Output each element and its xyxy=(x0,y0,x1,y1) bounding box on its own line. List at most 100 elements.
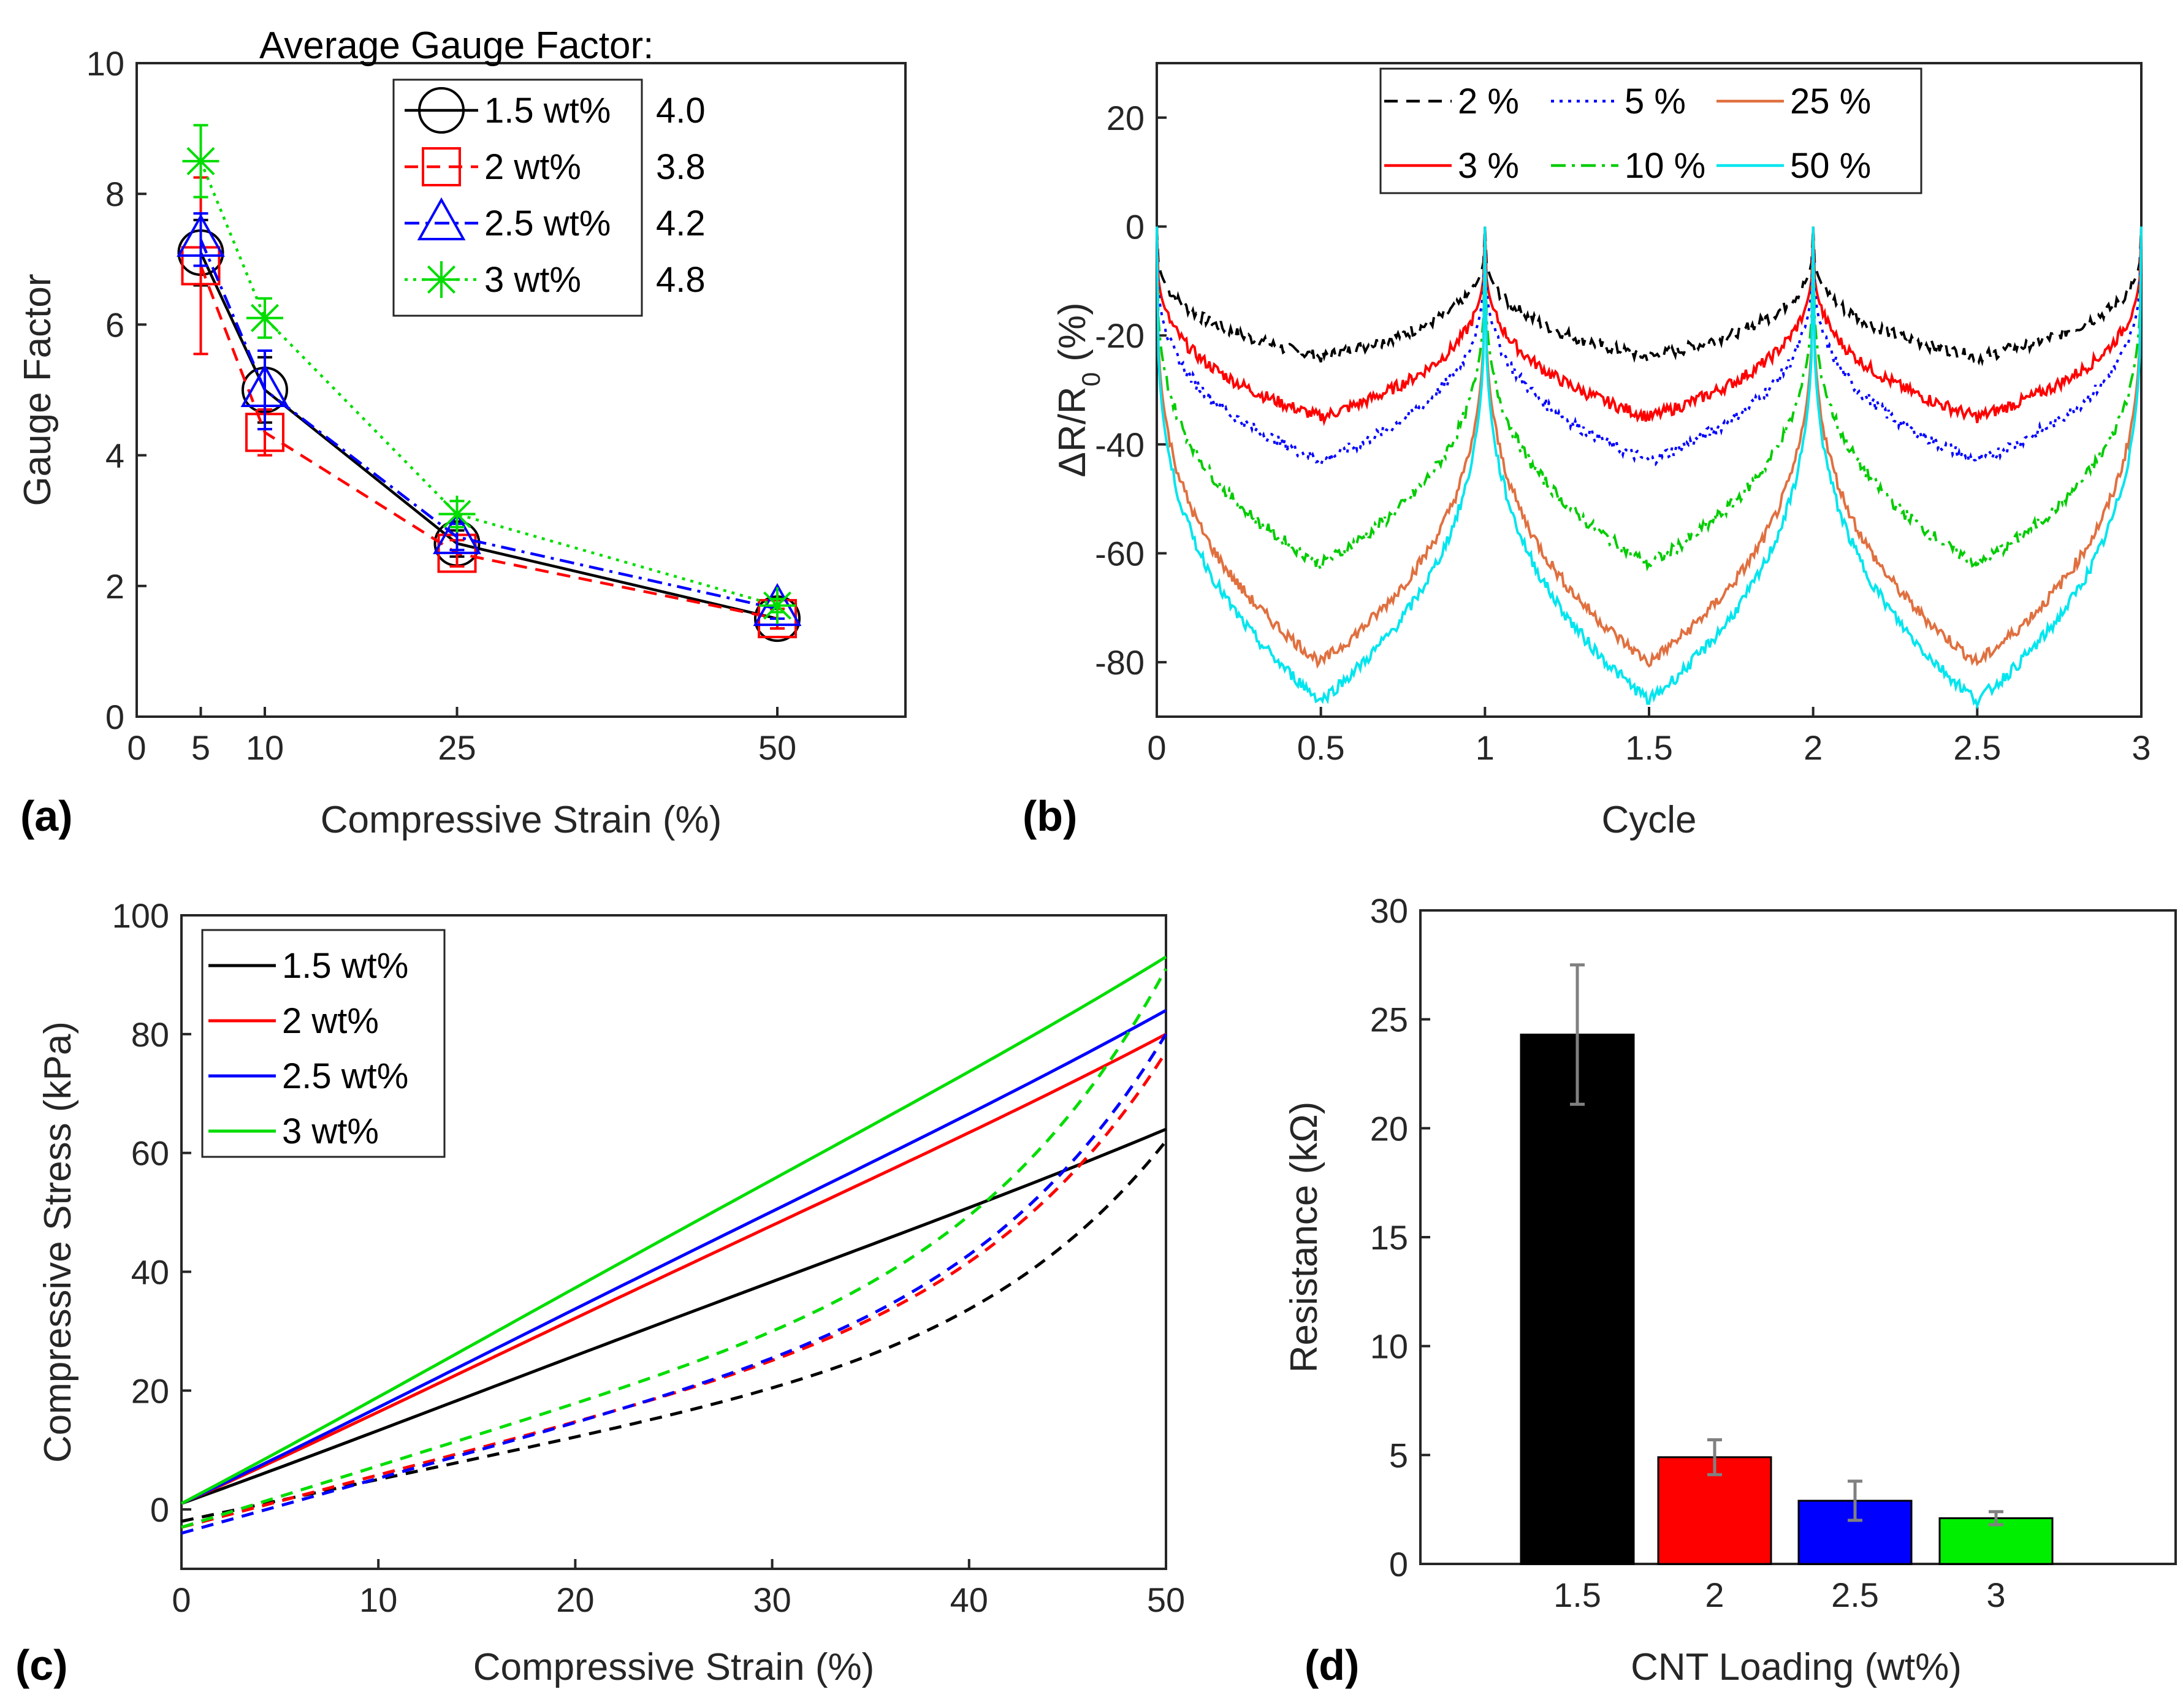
unloading-curve xyxy=(181,967,1168,1529)
legend-label: 50 % xyxy=(1790,146,1871,186)
panel-a-legend-title: Average Gauge Factor: xyxy=(259,25,653,67)
x-tick-label: 10 xyxy=(246,728,284,767)
legend-label: 2 % xyxy=(1458,82,1519,121)
y-tick-label: 6 xyxy=(105,305,124,344)
panel-d-label: (d) xyxy=(1305,1641,1359,1689)
x-tick-label: 40 xyxy=(950,1580,988,1619)
y-tick-label: 60 xyxy=(131,1134,169,1173)
legend-label: 2.5 wt% xyxy=(484,204,611,243)
legend-item: 5 % xyxy=(1551,82,1686,121)
x-tick-label: 0.5 xyxy=(1297,728,1345,767)
legend-item: 3 wt% 4.8 xyxy=(405,260,706,300)
legend-label: 3 % xyxy=(1458,146,1519,186)
panel-c-label: (c) xyxy=(15,1641,68,1689)
x-tick-label: 3 xyxy=(1986,1576,2005,1614)
series-3-wt- xyxy=(182,124,796,624)
x-tick-label: 50 xyxy=(758,728,796,767)
panel-a-label: (a) xyxy=(20,792,73,840)
legend-label: 1.5 wt% xyxy=(484,91,611,131)
circle-marker xyxy=(418,87,465,134)
star-stroke xyxy=(427,265,456,294)
panel-b-legend-box xyxy=(1379,67,1922,194)
panel-c-legend-box xyxy=(201,929,446,1158)
series-2-5-wt- xyxy=(177,212,802,627)
y-tick-label: 0 xyxy=(105,698,124,736)
triangle-marker xyxy=(240,364,289,407)
legend-label: 2 wt% xyxy=(484,147,581,187)
legend-label: 5 % xyxy=(1625,82,1686,121)
x-tick-label: 25 xyxy=(438,728,476,767)
legend-label: 1.5 wt% xyxy=(282,946,408,986)
series-line-2 xyxy=(1156,226,2143,367)
y-tick-label: 8 xyxy=(105,175,124,213)
legend-label: 3 wt% xyxy=(484,260,581,300)
legend-item: 1.5 wt% 4.0 xyxy=(405,87,706,134)
x-tick-label: 0 xyxy=(127,728,146,767)
series-line-10 xyxy=(1156,226,2143,574)
star-marker xyxy=(438,495,476,533)
legend-gauge-factor: 4.2 xyxy=(656,204,706,243)
legend-label: 2.5 wt% xyxy=(282,1056,408,1096)
legend-item: 3 % xyxy=(1384,146,1519,186)
panel-b-xlabel: Cycle xyxy=(1601,799,1696,841)
legend-label: 2 wt% xyxy=(282,1001,379,1041)
panel-a: 0 2 4 6 8 10 0 5 10 25 50 Average Gauge Factor: 1… xyxy=(17,25,907,841)
panel-c-ylabel: Compressive Stress (kPa) xyxy=(37,1021,79,1463)
x-tick-label: 1 xyxy=(1476,728,1495,767)
legend-item: 2 wt% 3.8 xyxy=(405,147,706,187)
x-tick-label: 10 xyxy=(359,1580,397,1619)
series-line-3 xyxy=(1156,226,2143,427)
legend-gauge-factor: 4.8 xyxy=(656,260,706,300)
triangle-marker xyxy=(417,197,466,240)
x-tick-label: 50 xyxy=(1147,1580,1185,1619)
legend-label: 25 % xyxy=(1790,82,1871,121)
x-tick-label: 2 xyxy=(1804,728,1823,767)
series-line xyxy=(199,265,778,620)
legend-item: 50 % xyxy=(1716,146,1871,186)
panel-b-ylabel: ΔR/R0 (%) xyxy=(1051,302,1105,477)
legend-gauge-factor: 4.0 xyxy=(656,91,706,131)
series-line-5 xyxy=(1156,226,2143,468)
series-2-5-wt- xyxy=(180,1008,1168,1535)
x-tick-label: 20 xyxy=(556,1580,594,1619)
panel-a-legend-box xyxy=(392,78,643,317)
star-marker xyxy=(759,587,796,624)
y-tick-label: 10 xyxy=(1370,1327,1408,1366)
panel-c: 0 20 40 60 80 100 0 10 20 30 40 50 1.5 wt% 2 wt% 2.5… xyxy=(15,896,1185,1689)
legend-item: 2 % xyxy=(1384,82,1519,121)
y-tick-label: -20 xyxy=(1095,316,1145,355)
x-tick-label: 30 xyxy=(753,1580,791,1619)
loading-curve xyxy=(180,955,1167,1505)
y-tick-label: -80 xyxy=(1095,643,1145,682)
x-tick-label: 2.5 xyxy=(1831,1576,1879,1614)
y-tick-label: 10 xyxy=(86,44,124,83)
series-line xyxy=(199,238,778,611)
x-tick-label: 2.5 xyxy=(1953,728,2001,767)
panel-a-ylabel: Gauge Factor xyxy=(17,273,59,506)
y-tick-label: 0 xyxy=(150,1490,169,1529)
legend-label: 10 % xyxy=(1625,146,1705,186)
star-marker xyxy=(246,299,283,337)
star-stroke xyxy=(186,147,215,175)
loading-curve xyxy=(181,1127,1167,1505)
triangle-marker xyxy=(433,511,481,554)
legend-item: 10 % xyxy=(1551,146,1705,186)
y-tick-label: -60 xyxy=(1095,535,1145,573)
x-tick-label: 1.5 xyxy=(1553,1576,1601,1614)
loading-curve xyxy=(180,1008,1167,1505)
y-tick-label: 20 xyxy=(1107,99,1145,137)
series-line xyxy=(199,161,778,607)
y-tick-label: 0 xyxy=(1389,1545,1408,1584)
legend-item: 2.5 wt% 4.2 xyxy=(405,197,706,243)
x-tick-label: 0 xyxy=(1147,728,1166,767)
x-tick-label: 3 xyxy=(2132,728,2151,767)
star-marker xyxy=(423,261,460,298)
y-tick-label: 30 xyxy=(1370,891,1408,930)
panel-c-axes-box xyxy=(180,914,1167,1570)
panel-a-axes-box xyxy=(135,62,907,718)
panel-a-xlabel: Compressive Strain (%) xyxy=(321,799,722,841)
series-line-25 xyxy=(1156,226,2143,669)
series-line-50 xyxy=(1156,226,2143,710)
star-marker xyxy=(182,142,219,180)
